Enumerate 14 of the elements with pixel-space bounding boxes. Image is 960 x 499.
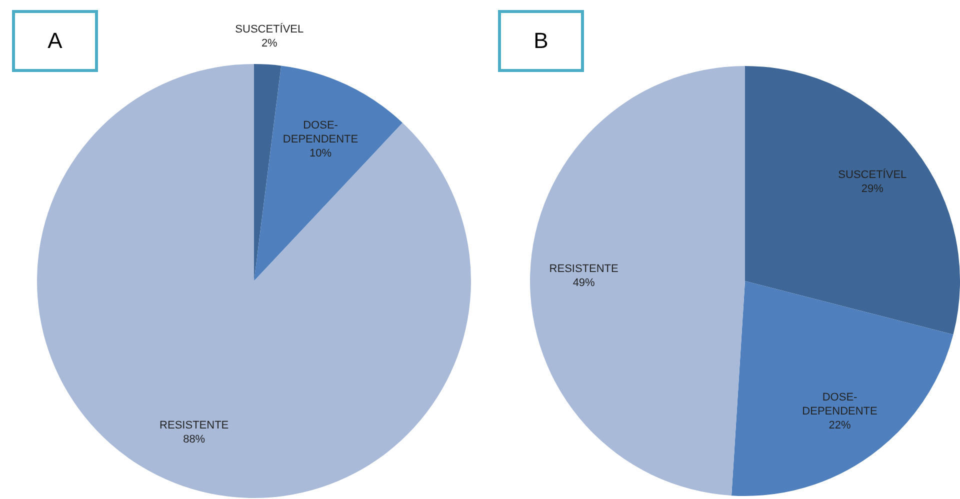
slice-label: RESISTENTE xyxy=(549,262,618,275)
slice-label: RESISTENTE xyxy=(160,419,229,432)
data-label: 10% xyxy=(310,148,332,160)
data-label: 22% xyxy=(828,419,851,432)
slice-label: DOSE-DEPENDENTE xyxy=(802,391,878,418)
chart-title: A xyxy=(12,10,98,72)
data-label: 29% xyxy=(861,183,884,196)
data-label: 88% xyxy=(183,433,206,446)
chart-title: B xyxy=(498,10,584,72)
slice-label: DOSE-DEPENDENTE xyxy=(282,120,358,146)
slice-label: SUSCETÍVEL xyxy=(235,22,304,36)
data-label: 49% xyxy=(572,276,596,289)
data-label: 2% xyxy=(261,37,278,50)
slice-label: SUSCETÍVEL xyxy=(838,168,907,182)
